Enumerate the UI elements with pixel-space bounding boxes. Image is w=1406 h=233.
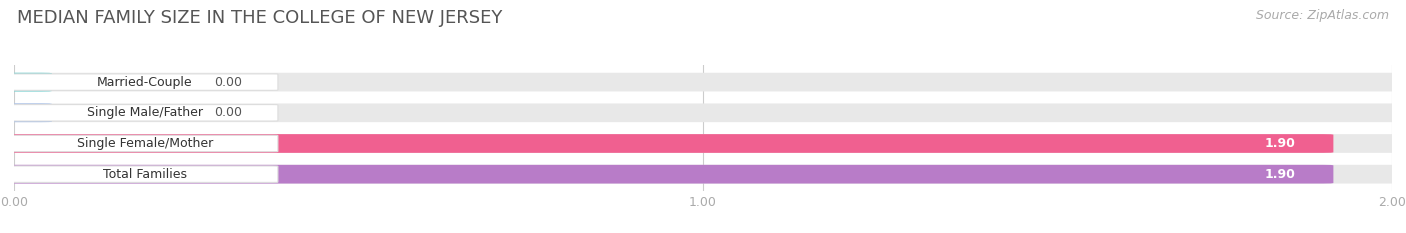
- Text: Single Male/Father: Single Male/Father: [87, 106, 202, 119]
- FancyBboxPatch shape: [4, 73, 52, 92]
- Text: 1.90: 1.90: [1264, 137, 1295, 150]
- FancyBboxPatch shape: [4, 73, 1402, 92]
- FancyBboxPatch shape: [13, 135, 278, 152]
- FancyBboxPatch shape: [4, 165, 1333, 184]
- FancyBboxPatch shape: [13, 105, 278, 121]
- Text: 1.90: 1.90: [1264, 168, 1295, 181]
- Text: 0.00: 0.00: [214, 76, 242, 89]
- Text: MEDIAN FAMILY SIZE IN THE COLLEGE OF NEW JERSEY: MEDIAN FAMILY SIZE IN THE COLLEGE OF NEW…: [17, 9, 502, 27]
- Text: Single Female/Mother: Single Female/Mother: [77, 137, 214, 150]
- Text: Source: ZipAtlas.com: Source: ZipAtlas.com: [1256, 9, 1389, 22]
- FancyBboxPatch shape: [4, 165, 1402, 184]
- FancyBboxPatch shape: [13, 166, 278, 182]
- FancyBboxPatch shape: [4, 134, 1333, 153]
- FancyBboxPatch shape: [13, 74, 278, 90]
- Text: Married-Couple: Married-Couple: [97, 76, 193, 89]
- FancyBboxPatch shape: [4, 103, 1402, 122]
- FancyBboxPatch shape: [4, 103, 52, 122]
- FancyBboxPatch shape: [4, 134, 1402, 153]
- Text: Total Families: Total Families: [103, 168, 187, 181]
- Text: 0.00: 0.00: [214, 106, 242, 119]
